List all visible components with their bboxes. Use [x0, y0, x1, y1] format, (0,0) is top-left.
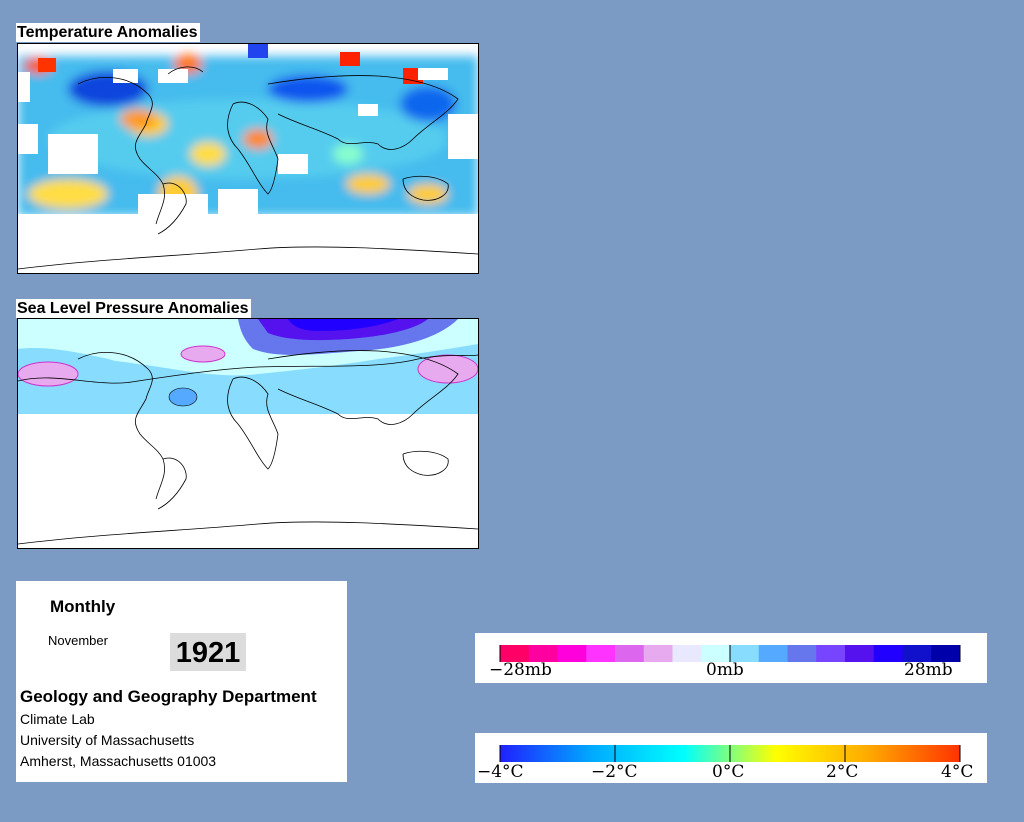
temperature-anomaly-map	[17, 43, 479, 274]
pressure-swatch	[730, 645, 760, 662]
pressure-swatch	[816, 645, 846, 662]
temperature-legend-minus2: −2°C	[591, 762, 638, 782]
pressure-color-bar	[499, 645, 961, 662]
pressure-legend-min: −28mb	[489, 660, 552, 680]
pressure-swatch	[931, 645, 961, 662]
temperature-map-title: Temperature Anomalies	[16, 23, 200, 42]
pressure-legend-zero: 0mb	[706, 660, 744, 680]
lab-name: Climate Lab	[20, 711, 95, 727]
pressure-swatch	[557, 645, 587, 662]
pressure-legend: −28mb 0mb 28mb	[475, 633, 987, 683]
pressure-swatch	[500, 645, 530, 662]
pressure-map-title: Sea Level Pressure Anomalies	[16, 299, 251, 318]
address-text: Amherst, Massachusetts 01003	[20, 753, 217, 769]
pressure-swatch	[615, 645, 645, 662]
pressure-swatch	[758, 645, 788, 662]
pressure-swatch	[845, 645, 875, 662]
pressure-swatch	[787, 645, 817, 662]
pressure-swatch	[701, 645, 731, 662]
pressure-swatch	[873, 645, 903, 662]
pressure-swatch	[643, 645, 673, 662]
pressure-swatch	[672, 645, 702, 662]
frequency-label: Monthly	[50, 597, 116, 616]
temperature-legend-plus2: 2°C	[826, 762, 859, 782]
year-label: 1921	[170, 633, 246, 671]
temperature-legend-minus4: −4°C	[477, 762, 524, 782]
pressure-legend-max: 28mb	[904, 660, 953, 680]
month-label: November	[48, 633, 108, 648]
temperature-color-bar	[499, 745, 961, 762]
temperature-legend-zero: 0°C	[712, 762, 745, 782]
university-name: University of Massachusetts	[20, 732, 195, 748]
info-panel: Monthly November 1921 Geology and Geogra…	[16, 581, 347, 782]
pressure-swatch	[586, 645, 616, 662]
pressure-swatch	[902, 645, 932, 662]
pressure-anomaly-map	[17, 318, 479, 549]
temperature-legend: −4°C −2°C 0°C 2°C 4°C	[475, 733, 987, 783]
temperature-legend-plus4: 4°C	[941, 762, 974, 782]
department-name: Geology and Geography Department	[20, 687, 317, 706]
pressure-swatch	[528, 645, 558, 662]
